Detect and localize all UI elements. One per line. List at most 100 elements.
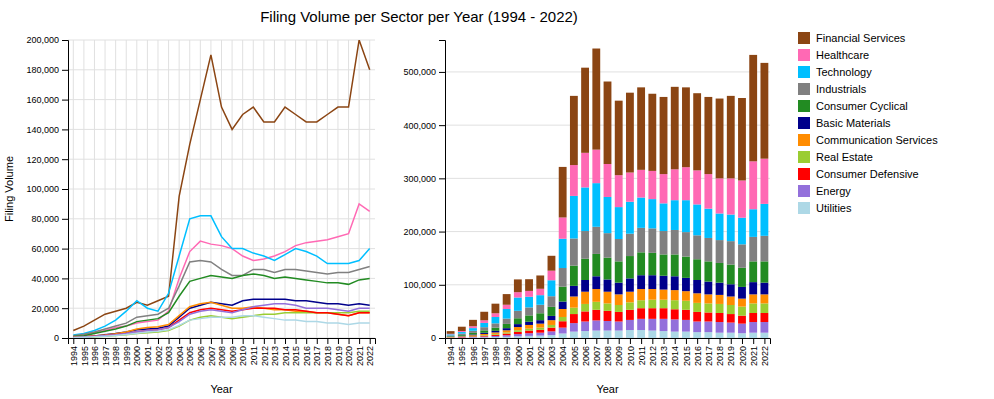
bar [738, 307, 746, 316]
x-tick: 2002 [536, 338, 546, 366]
x-tick: 2012 [259, 338, 269, 366]
bar [458, 335, 466, 336]
x-tick-mark [720, 338, 721, 344]
bar [469, 335, 477, 337]
x-tick-mark [222, 338, 223, 344]
x-tick: 2000 [132, 338, 142, 366]
bar [525, 291, 533, 297]
bar [660, 319, 668, 331]
bar [682, 310, 690, 320]
bar [480, 335, 488, 337]
bar [637, 170, 645, 198]
bar [469, 331, 477, 333]
bar [514, 279, 522, 292]
x-tick-label: 2014 [670, 346, 680, 366]
x-tick-label: 2009 [614, 346, 624, 366]
bar [660, 308, 668, 319]
x-tick: 2000 [513, 338, 523, 366]
x-tick-label: 1994 [446, 346, 456, 366]
x-tick-label: 2019 [726, 346, 736, 366]
bar [536, 336, 544, 338]
x-tick-label: 2018 [715, 346, 725, 366]
bar [458, 336, 466, 337]
bar [727, 178, 735, 214]
bar [480, 333, 488, 334]
bar [637, 87, 645, 169]
legend-item: Energy [798, 185, 851, 197]
legend-label: Industrials [816, 83, 867, 95]
bar [492, 331, 500, 333]
bar [727, 284, 735, 296]
bar [660, 97, 668, 174]
bar [637, 289, 645, 300]
x-tick-label: 2004 [175, 346, 185, 366]
bar [760, 261, 768, 282]
x-tick-mark [105, 338, 106, 344]
x-tick: 2006 [196, 338, 206, 366]
x-tick: 2005 [570, 338, 580, 366]
bar [447, 336, 455, 338]
bar [536, 328, 544, 330]
legend-item: Financial Services [798, 32, 906, 44]
bar [503, 332, 511, 333]
bar [660, 331, 668, 338]
bar [458, 334, 466, 335]
x-tick: 2015 [291, 338, 301, 366]
bar [604, 279, 612, 291]
bar [559, 328, 567, 334]
x-tick-mark [518, 338, 519, 344]
x-tick: 2009 [228, 338, 238, 366]
y-tick-mark [62, 159, 68, 160]
y-tick-mark [62, 129, 68, 130]
y-tick-label: 180,000 [26, 65, 59, 75]
bar [458, 334, 466, 336]
y-tick-label: 200,000 [403, 227, 436, 237]
bar [637, 252, 645, 275]
x-tick-mark [137, 338, 138, 344]
bar [738, 333, 746, 338]
y-tick: 60,000 [31, 244, 68, 254]
x-tick-mark [349, 338, 350, 344]
y-tick-label: 500,000 [403, 67, 436, 77]
x-tick-mark [285, 338, 286, 344]
y-tick-mark [62, 278, 68, 279]
bar [447, 337, 455, 338]
x-tick-mark [529, 338, 530, 344]
x-tick-label: 2013 [270, 346, 280, 366]
bar [514, 330, 522, 332]
x-tick-mark [200, 338, 201, 344]
x-tick: 2010 [626, 338, 636, 366]
x-tick-label: 2011 [637, 346, 647, 365]
bar [604, 82, 612, 164]
bar [492, 333, 500, 335]
x-tick-mark [596, 338, 597, 344]
bar [749, 55, 757, 161]
grid-line [68, 278, 375, 279]
bar-series [447, 227, 769, 336]
bar [615, 239, 623, 261]
title: Filing Volume per Sector per Year (1994 … [260, 8, 578, 25]
x-tick-mark [338, 338, 339, 344]
x-tick: 2015 [682, 338, 692, 366]
grid-line [68, 218, 375, 219]
x-tick-mark [742, 338, 743, 344]
bar [626, 320, 634, 330]
y-tick: 160,000 [26, 95, 68, 105]
bar [637, 198, 645, 228]
bar [671, 309, 679, 319]
bar [671, 300, 679, 309]
bar [514, 318, 522, 324]
bar [581, 231, 589, 259]
x-tick: 2017 [312, 338, 322, 366]
bar [592, 183, 600, 227]
bar [671, 332, 679, 338]
y-tick-label: 200,000 [26, 35, 59, 45]
bar [525, 279, 533, 291]
bar [559, 239, 567, 268]
x-tick-mark [147, 338, 148, 344]
y-tick-mark [62, 70, 68, 71]
bar [760, 159, 768, 204]
legend-item: Utilities [798, 202, 852, 214]
bar [626, 256, 634, 278]
bar [548, 280, 556, 296]
